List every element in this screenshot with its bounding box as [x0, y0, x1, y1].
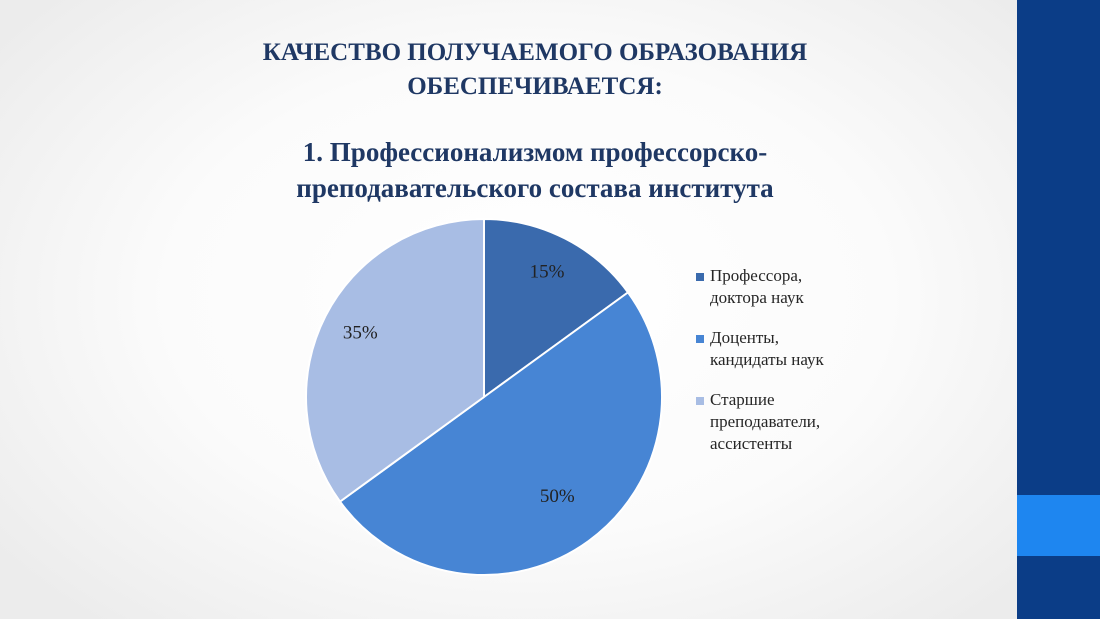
pie-labels: 15% 50% 35% [343, 262, 575, 508]
legend-swatch [696, 397, 704, 405]
legend-item: Доценты, кандидаты наук [696, 327, 886, 371]
pie-slice [483, 217, 630, 399]
chart-title: 1. Профессионализмом профессорско- препо… [140, 134, 930, 206]
pie-slice-label: 15% [530, 262, 565, 283]
pie-slice [338, 290, 663, 576]
legend-label: Старшие преподаватели, ассистенты [710, 390, 821, 453]
legend-label: Профессора, доктора наук [710, 266, 804, 307]
chart-title-line: преподавательского состава института [296, 173, 774, 203]
legend-item: Старшие преподаватели, ассистенты [696, 389, 886, 455]
legend-swatch [696, 335, 704, 343]
slide-heading: КАЧЕСТВО ПОЛУЧАЕМОГО ОБРАЗОВАНИЯ ОБЕСПЕЧ… [140, 36, 930, 104]
sidebar-accent-block [1017, 495, 1100, 556]
legend-label: Доценты, кандидаты наук [710, 328, 824, 369]
pie-slices [305, 217, 663, 576]
legend-swatch [696, 273, 704, 281]
pie-slice-label: 35% [343, 322, 378, 343]
chart-legend: Профессора, доктора наук Доценты, кандид… [696, 265, 886, 473]
pie-slice-label: 50% [540, 486, 575, 507]
chart-title-line: 1. Профессионализмом профессорско- [302, 137, 768, 167]
slide-heading-line: ОБЕСПЕЧИВАЕТСЯ: [407, 73, 663, 100]
legend-item: Профессора, доктора наук [696, 265, 886, 309]
slide-heading-line: КАЧЕСТВО ПОЛУЧАЕМОГО ОБРАЗОВАНИЯ [262, 39, 808, 66]
pie-slice [305, 217, 485, 504]
